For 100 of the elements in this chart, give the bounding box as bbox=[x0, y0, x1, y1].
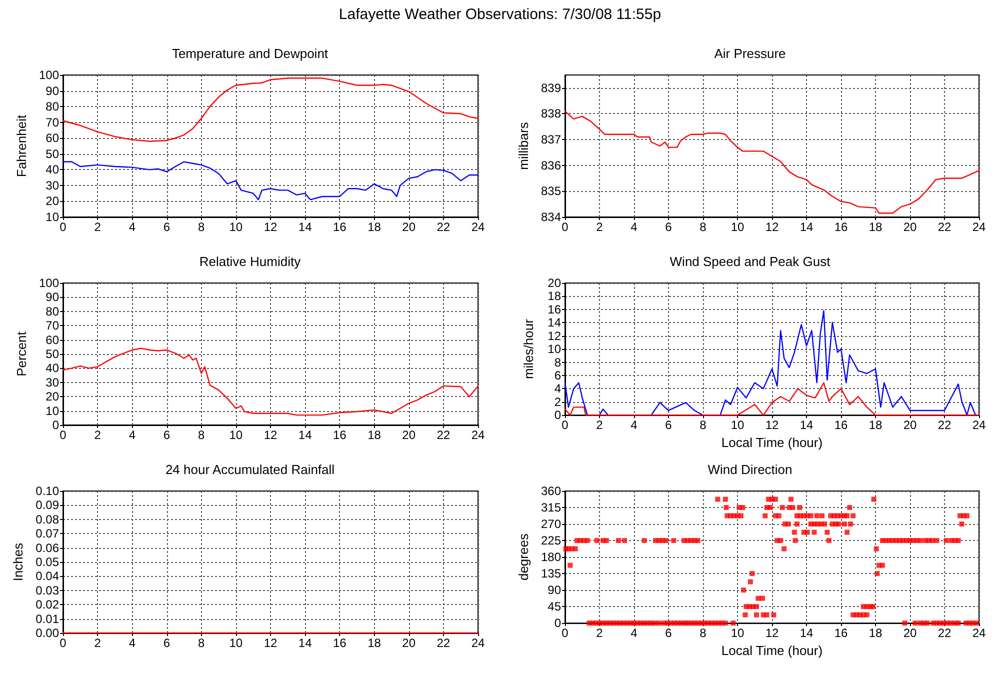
x-axis-title: Local Time (hour) bbox=[721, 435, 823, 450]
x-tick-label: 18 bbox=[868, 626, 882, 640]
x-tick-label: 22 bbox=[938, 626, 952, 640]
chart-title: Air Pressure bbox=[714, 46, 786, 61]
y-tick-label: 20 bbox=[548, 276, 562, 290]
x-tick-label: 16 bbox=[332, 220, 347, 234]
x-tick-label: 14 bbox=[298, 636, 312, 650]
y-tick-label: 40 bbox=[46, 361, 60, 376]
x-tick-label: 24 bbox=[972, 418, 986, 432]
x-tick-label: 20 bbox=[903, 220, 917, 234]
x-tick-label: 18 bbox=[868, 418, 882, 432]
x-tick-label: 6 bbox=[163, 220, 170, 234]
y-tick-label: 835 bbox=[540, 184, 562, 198]
y-tick-label: 90 bbox=[46, 290, 60, 304]
x-tick-label: 2 bbox=[596, 418, 604, 432]
y-tick-label: 0.07 bbox=[36, 526, 60, 541]
x-tick-label: 12 bbox=[264, 428, 278, 442]
x-tick-label: 12 bbox=[765, 418, 779, 432]
y-tick-label: 225 bbox=[540, 534, 562, 548]
line-series bbox=[62, 161, 479, 200]
x-tick-label: 2 bbox=[94, 220, 102, 234]
x-tick-label: 20 bbox=[903, 418, 917, 432]
x-tick-label: 6 bbox=[665, 220, 672, 234]
y-tick-label: 80 bbox=[46, 100, 60, 114]
x-tick-label: 10 bbox=[730, 418, 744, 432]
x-tick-label: 10 bbox=[229, 220, 243, 234]
x-tick-label: 10 bbox=[229, 636, 243, 650]
y-tick-label: 0.09 bbox=[36, 498, 60, 512]
x-tick-label: 8 bbox=[198, 636, 205, 650]
y-tick-label: 270 bbox=[540, 517, 562, 532]
y-tick-label: 12 bbox=[548, 328, 562, 343]
y-tick-label: 837 bbox=[540, 132, 562, 147]
y-tick-label: 0.02 bbox=[36, 598, 60, 612]
y-tick-label: 45 bbox=[548, 600, 562, 614]
y-tick-label: 20 bbox=[46, 390, 60, 404]
y-tick-label: 60 bbox=[46, 332, 60, 347]
x-tick-label: 22 bbox=[938, 220, 952, 234]
x-tick-label: 24 bbox=[972, 626, 986, 640]
y-tick-label: 0 bbox=[554, 616, 562, 630]
x-tick-label: 20 bbox=[402, 428, 416, 442]
x-tick-label: 16 bbox=[834, 418, 848, 432]
x-tick-label: 24 bbox=[471, 636, 485, 650]
y-axis-title: degrees bbox=[516, 533, 532, 581]
x-tick-label: 4 bbox=[128, 636, 136, 650]
text: Lafayette Weather Observations: 7/30/08 11:55p bbox=[338, 6, 662, 23]
x-tick-label: 4 bbox=[128, 428, 136, 442]
x-tick-label: 8 bbox=[700, 626, 707, 640]
x-tick-label: 10 bbox=[730, 626, 744, 640]
y-tick-label: 0.05 bbox=[36, 555, 60, 569]
x-tick-label: 10 bbox=[730, 220, 744, 234]
y-tick-label: 315 bbox=[540, 500, 562, 515]
y-tick-label: 50 bbox=[46, 347, 60, 361]
x-tick-label: 4 bbox=[630, 626, 638, 640]
y-tick-label: 10 bbox=[548, 342, 562, 356]
x-tick-label: 22 bbox=[436, 636, 450, 650]
y-tick-label: 0.04 bbox=[36, 569, 60, 584]
x-tick-label: 20 bbox=[402, 636, 416, 650]
x-tick-label: 14 bbox=[298, 220, 312, 234]
y-tick-label: 70 bbox=[46, 115, 60, 130]
x-tick-label: 16 bbox=[332, 428, 347, 442]
y-tick-label: 360 bbox=[540, 484, 562, 498]
x-tick-label: 6 bbox=[163, 636, 170, 650]
y-tick-label: 839 bbox=[540, 80, 562, 95]
x-tick-label: 8 bbox=[198, 428, 205, 442]
y-tick-label: 40 bbox=[46, 162, 60, 177]
x-tick-label: 6 bbox=[665, 626, 672, 640]
x-tick-label: 14 bbox=[800, 626, 814, 640]
y-tick-label: 30 bbox=[46, 178, 60, 192]
y-tick-label: 0.06 bbox=[36, 540, 60, 555]
y-tick-label: 0.00 bbox=[36, 626, 60, 640]
chart-title: Temperature and Dewpoint bbox=[172, 46, 328, 61]
x-tick-label: 18 bbox=[368, 636, 382, 650]
x-tick-label: 4 bbox=[630, 418, 638, 432]
y-tick-label: 0.03 bbox=[36, 583, 60, 598]
x-tick-label: 24 bbox=[471, 428, 485, 442]
y-tick-label: 8 bbox=[554, 355, 562, 370]
x-tick-label: 20 bbox=[402, 220, 416, 234]
x-tick-label: 14 bbox=[298, 428, 312, 442]
y-axis-title: Inches bbox=[10, 542, 26, 582]
x-tick-label: 8 bbox=[700, 418, 707, 432]
y-tick-label: 30 bbox=[46, 375, 60, 390]
y-tick-label: 834 bbox=[540, 210, 562, 224]
y-axis-title: millibars bbox=[516, 122, 532, 170]
x-tick-label: 8 bbox=[700, 220, 707, 234]
x-tick-label: 18 bbox=[868, 220, 882, 234]
x-tick-label: 2 bbox=[596, 626, 604, 640]
y-axis-title: miles/hour bbox=[521, 318, 536, 380]
x-tick-label: 16 bbox=[332, 636, 347, 650]
chart-title: Wind Direction bbox=[708, 462, 792, 477]
x-tick-label: 2 bbox=[596, 220, 604, 234]
chart-title: Wind Speed and Peak Gust bbox=[670, 254, 831, 269]
x-tick-label: 2 bbox=[94, 636, 102, 650]
chart-title: Relative Humidity bbox=[199, 254, 302, 269]
x-axis-title: Local Time (hour) bbox=[721, 643, 823, 658]
x-tick-label: 10 bbox=[229, 428, 243, 442]
y-tick-label: 0.08 bbox=[36, 512, 60, 526]
x-tick-label: 12 bbox=[765, 220, 779, 234]
y-tick-label: 70 bbox=[46, 318, 60, 333]
x-tick-label: 12 bbox=[264, 220, 278, 234]
x-tick-label: 18 bbox=[368, 220, 382, 234]
